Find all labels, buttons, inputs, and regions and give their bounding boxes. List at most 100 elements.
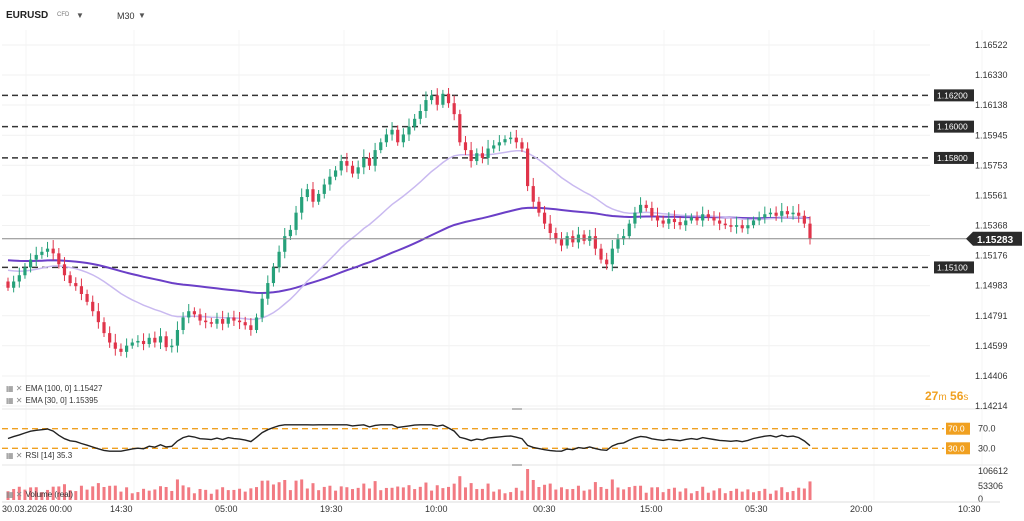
time-tick-label: 20:00 (850, 504, 873, 514)
candle-body (486, 148, 490, 158)
volume-bar (627, 487, 631, 500)
time-tick-label: 14:30 (110, 504, 133, 514)
volume-bar (51, 486, 55, 500)
candle-body (333, 170, 338, 177)
legend-ema100[interactable]: ▦ ✕ EMA [100, 0] 1.15427 (6, 384, 103, 393)
volume-bar (79, 485, 83, 500)
candle-body (23, 267, 27, 276)
candle-body (542, 212, 547, 224)
volume-bar (661, 492, 665, 500)
candle-body (175, 329, 180, 346)
candle-body (6, 281, 10, 288)
volume-bar (390, 487, 394, 500)
candle-body (492, 145, 496, 149)
candle-body (396, 129, 400, 143)
volume-bar (345, 487, 349, 500)
candle-body (130, 342, 134, 346)
volume-bar (271, 484, 275, 500)
candle-body (729, 225, 733, 227)
candle-body (429, 95, 434, 101)
volume-bar (356, 487, 360, 500)
candle-body (113, 342, 117, 349)
volume-bar (774, 490, 778, 500)
volume-bar (430, 490, 434, 500)
volume-bar (554, 489, 558, 500)
volume-bar (701, 486, 705, 500)
volume-bar (243, 491, 247, 500)
volume-bar (175, 479, 179, 500)
volume-bar (125, 487, 129, 500)
candle-body (757, 217, 761, 221)
candle-body (475, 153, 479, 162)
candle-body (520, 142, 524, 149)
timeframe-selector[interactable]: M30 (117, 11, 135, 21)
volume-bar (706, 492, 710, 500)
volume-bar (334, 490, 338, 500)
volume-bar (808, 481, 812, 500)
candle-body (119, 348, 123, 352)
legend-settings-icon[interactable]: ▦ ✕ (6, 384, 23, 393)
candle-body (125, 345, 129, 352)
rsi-path (7, 424, 811, 452)
candle-body (605, 259, 609, 265)
volume-bar (249, 488, 253, 500)
candle-body (401, 134, 405, 143)
time-tick-label: 05:30 (745, 504, 768, 514)
candle-body (136, 340, 140, 343)
candle-body (45, 248, 50, 252)
candle-body (209, 322, 213, 324)
candle-body (68, 275, 72, 284)
volume-bar (34, 487, 38, 500)
volume-bar (650, 487, 654, 500)
candle-body (582, 234, 586, 241)
rsi-level-tag-label: 70.0 (948, 424, 965, 434)
volume-bar (537, 487, 541, 500)
volume-bar (616, 487, 620, 500)
candle-body (593, 236, 597, 249)
volume-bar (492, 491, 496, 500)
candle-body (277, 251, 281, 268)
candle-body (85, 294, 89, 302)
volume-bar (362, 483, 366, 500)
candle-body (305, 189, 309, 198)
volume-bar (497, 489, 501, 500)
legend-settings-icon[interactable]: ▦ ✕ (6, 396, 23, 405)
candle-body (497, 142, 501, 146)
candle-body (712, 217, 716, 221)
candle-body (237, 320, 242, 323)
time-tick-label: 00:30 (533, 504, 556, 514)
legend-settings-icon[interactable]: ▦ ✕ (6, 451, 23, 460)
candle-countdown: 27m 56s (925, 389, 969, 403)
candle-body (294, 212, 298, 230)
volume-bar (40, 492, 44, 500)
legend-settings-icon[interactable]: ▦ ✕ (6, 490, 23, 499)
symbol-dropdown-icon[interactable]: ▼ (76, 11, 84, 20)
volume-bar (752, 492, 756, 500)
candle-body (537, 201, 541, 213)
volume-bar (678, 491, 682, 500)
candle-body (526, 148, 530, 187)
candle-body (254, 317, 259, 330)
time-tick-label: 10:30 (958, 504, 981, 514)
symbol-name[interactable]: EURUSD (6, 10, 49, 21)
legend-rsi[interactable]: ▦ ✕ RSI [14] 35.3 (6, 451, 73, 460)
volume-bar (418, 486, 422, 500)
volume-bar (413, 489, 417, 500)
time-tick-label: 15:00 (640, 504, 663, 514)
volume-bar (475, 489, 479, 500)
volume-tick-label: 106612 (978, 466, 1008, 476)
candle-body (328, 176, 332, 185)
current-price-tag (966, 231, 1022, 246)
price-tick-label: 1.16138 (975, 100, 1008, 110)
volume-bar (142, 488, 146, 500)
volume-bar (300, 479, 304, 500)
candle-body (204, 320, 208, 323)
volume-bar (130, 493, 134, 500)
legend-volume[interactable]: ▦ ✕ Volume (real) (6, 490, 74, 499)
volume-bar (328, 485, 332, 500)
timeframe-dropdown-icon[interactable]: ▼ (138, 11, 146, 20)
legend-ema30[interactable]: ▦ ✕ EMA [30, 0] 1.15395 (6, 396, 98, 405)
candle-body (379, 142, 383, 151)
volume-bar (322, 486, 326, 500)
